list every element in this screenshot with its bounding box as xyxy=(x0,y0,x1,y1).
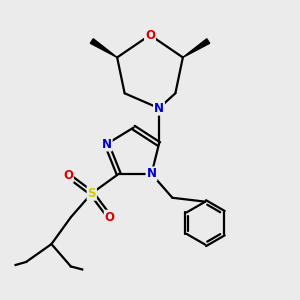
Text: N: N xyxy=(146,167,157,180)
Text: O: O xyxy=(145,28,155,41)
Text: S: S xyxy=(88,187,96,200)
Text: O: O xyxy=(105,211,115,224)
Text: N: N xyxy=(154,102,164,115)
Polygon shape xyxy=(183,39,210,57)
Polygon shape xyxy=(90,39,117,57)
Text: O: O xyxy=(63,169,73,182)
Text: N: N xyxy=(102,137,112,151)
